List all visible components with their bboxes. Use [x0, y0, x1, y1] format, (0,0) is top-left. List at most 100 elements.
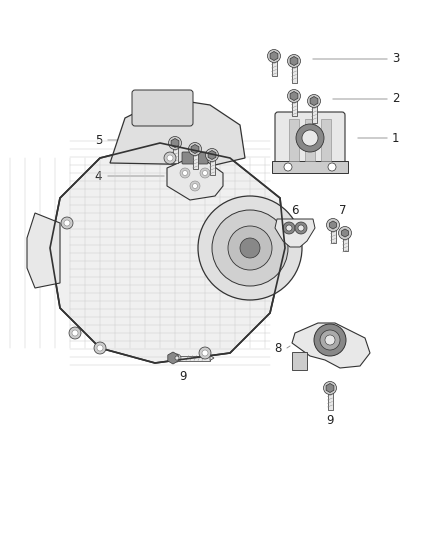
- Circle shape: [331, 223, 336, 228]
- Bar: [328, 388, 332, 410]
- FancyBboxPatch shape: [132, 90, 193, 126]
- Polygon shape: [310, 96, 318, 106]
- Polygon shape: [290, 56, 298, 66]
- Bar: [209, 155, 215, 175]
- Polygon shape: [329, 221, 336, 229]
- Polygon shape: [50, 143, 285, 363]
- Circle shape: [283, 222, 295, 234]
- Circle shape: [180, 168, 190, 178]
- Circle shape: [202, 171, 208, 175]
- Text: 8: 8: [275, 342, 282, 354]
- Circle shape: [164, 152, 176, 164]
- Circle shape: [343, 231, 347, 236]
- Bar: [192, 149, 198, 169]
- Text: 2: 2: [392, 93, 399, 106]
- Bar: [321, 119, 331, 161]
- Circle shape: [169, 136, 181, 149]
- Circle shape: [324, 382, 336, 394]
- Text: 1: 1: [392, 132, 399, 144]
- Circle shape: [209, 152, 215, 158]
- Polygon shape: [290, 92, 298, 101]
- Polygon shape: [167, 160, 223, 200]
- Circle shape: [183, 171, 187, 175]
- Circle shape: [175, 356, 179, 360]
- Circle shape: [302, 130, 318, 146]
- Polygon shape: [208, 150, 216, 159]
- Polygon shape: [171, 139, 179, 148]
- Polygon shape: [110, 98, 245, 165]
- Circle shape: [200, 168, 210, 178]
- Bar: [289, 119, 299, 161]
- Circle shape: [198, 196, 302, 300]
- Circle shape: [97, 345, 103, 351]
- Circle shape: [296, 124, 324, 152]
- Text: 9: 9: [179, 369, 187, 383]
- Circle shape: [228, 226, 272, 270]
- Circle shape: [327, 385, 333, 391]
- Circle shape: [295, 222, 307, 234]
- Text: 5: 5: [95, 133, 102, 147]
- Circle shape: [212, 210, 288, 286]
- Circle shape: [167, 155, 173, 161]
- Polygon shape: [326, 384, 334, 392]
- Bar: [292, 61, 297, 83]
- Polygon shape: [270, 52, 278, 61]
- Circle shape: [339, 227, 352, 239]
- Circle shape: [61, 217, 73, 229]
- Circle shape: [325, 335, 335, 345]
- Circle shape: [287, 90, 300, 102]
- Bar: [292, 96, 297, 116]
- Circle shape: [240, 238, 260, 258]
- Polygon shape: [275, 219, 315, 247]
- Bar: [292, 352, 307, 370]
- Circle shape: [328, 163, 336, 171]
- Circle shape: [202, 350, 208, 356]
- Polygon shape: [292, 323, 370, 368]
- Polygon shape: [168, 352, 178, 364]
- Polygon shape: [27, 213, 60, 288]
- Circle shape: [271, 53, 277, 59]
- Bar: [178, 356, 210, 360]
- Bar: [272, 56, 276, 76]
- Circle shape: [94, 342, 106, 354]
- Circle shape: [64, 220, 70, 226]
- Circle shape: [72, 330, 78, 336]
- Circle shape: [311, 98, 317, 104]
- Bar: [305, 119, 315, 161]
- Circle shape: [307, 94, 321, 108]
- Circle shape: [199, 347, 211, 359]
- Circle shape: [268, 50, 280, 62]
- Circle shape: [205, 149, 219, 161]
- Bar: [272, 161, 348, 173]
- Circle shape: [291, 93, 297, 99]
- Text: 3: 3: [392, 52, 399, 66]
- Circle shape: [192, 146, 198, 152]
- Circle shape: [69, 327, 81, 339]
- Circle shape: [192, 183, 198, 189]
- Circle shape: [326, 219, 339, 231]
- Text: 9: 9: [326, 414, 334, 426]
- Polygon shape: [210, 356, 214, 360]
- Circle shape: [320, 330, 340, 350]
- Text: 6: 6: [291, 205, 299, 217]
- FancyBboxPatch shape: [275, 112, 345, 168]
- Circle shape: [190, 181, 200, 191]
- Bar: [331, 225, 336, 243]
- Text: 4: 4: [95, 169, 102, 182]
- Circle shape: [173, 354, 181, 362]
- Circle shape: [298, 225, 304, 231]
- Circle shape: [291, 58, 297, 64]
- Circle shape: [286, 225, 292, 231]
- Circle shape: [284, 163, 292, 171]
- Bar: [173, 143, 177, 163]
- Circle shape: [314, 324, 346, 356]
- Polygon shape: [342, 229, 349, 237]
- Circle shape: [172, 140, 178, 146]
- Bar: [343, 233, 347, 251]
- FancyBboxPatch shape: [182, 152, 208, 164]
- Bar: [311, 101, 317, 123]
- Circle shape: [287, 54, 300, 68]
- Circle shape: [188, 142, 201, 156]
- Polygon shape: [191, 144, 199, 154]
- Text: 7: 7: [339, 205, 347, 217]
